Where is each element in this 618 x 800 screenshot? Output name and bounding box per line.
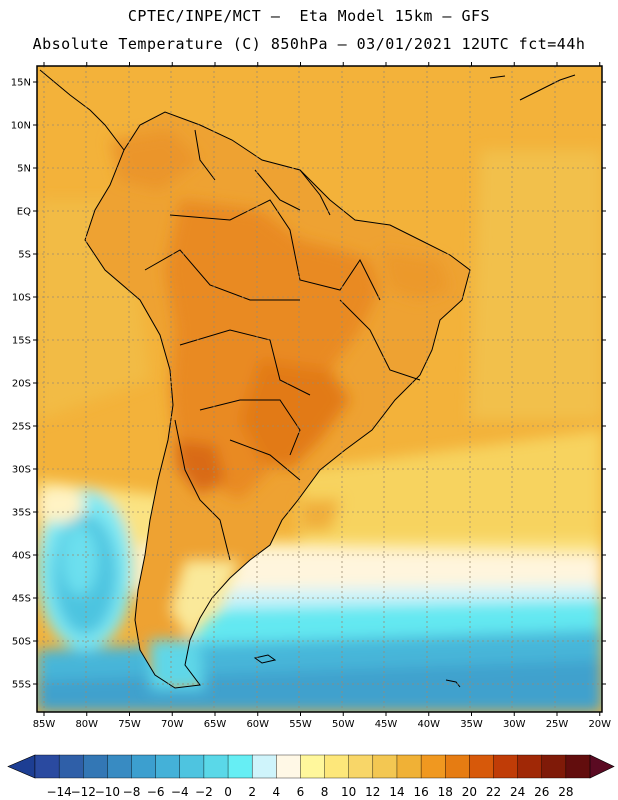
- colorbar-swatch: [276, 754, 301, 779]
- lat-label: 10N: [11, 121, 31, 132]
- colorbar-swatch: [372, 754, 398, 779]
- colorbar-label: 12: [365, 785, 380, 799]
- lon-label: 30W: [503, 719, 526, 730]
- lat-label: 55S: [12, 680, 31, 691]
- colorbar: [7, 754, 615, 779]
- lat-label: 35S: [12, 508, 31, 519]
- lat-label: 30S: [12, 465, 31, 476]
- colorbar-swatch: [348, 754, 374, 779]
- colorbar-label: 24: [510, 785, 525, 799]
- colorbar-swatch: [179, 754, 205, 779]
- lon-label: 20W: [588, 719, 611, 730]
- colorbar-swatch: [155, 754, 181, 779]
- lon-label: 35W: [460, 719, 483, 730]
- lat-label: EQ: [17, 207, 31, 218]
- colorbar-label: 26: [534, 785, 549, 799]
- colorbar-label: −4: [171, 785, 189, 799]
- lon-label: 70W: [161, 719, 184, 730]
- colorbar-swatch: [565, 754, 591, 779]
- colorbar-swatch: [107, 754, 132, 779]
- lon-label: 80W: [75, 719, 98, 730]
- colorbar-swatch: [493, 754, 519, 779]
- lat-label: 15N: [11, 78, 31, 89]
- colorbar-swatch: [227, 754, 253, 779]
- colorbar-label: 10: [341, 785, 356, 799]
- colorbar-label: −10: [95, 785, 120, 799]
- colorbar-swatch: [58, 754, 84, 779]
- colorbar-label: −2: [195, 785, 213, 799]
- colorbar-swatch: [34, 754, 60, 779]
- colorbar-label: 4: [272, 785, 280, 799]
- colorbar-label: −14: [46, 785, 71, 799]
- lat-label: 5S: [18, 250, 31, 261]
- colorbar-swatch: [203, 754, 229, 779]
- colorbar-swatch: [324, 754, 350, 779]
- colorbar-swatch: [517, 754, 543, 779]
- colorbar-label: 18: [438, 785, 453, 799]
- colorbar-label: 16: [413, 785, 428, 799]
- lon-label: 55W: [289, 719, 312, 730]
- colorbar-swatch: [131, 754, 157, 779]
- map-frame: [36, 65, 603, 713]
- lat-label: 50S: [12, 637, 31, 648]
- lon-label: 45W: [375, 719, 398, 730]
- lat-label: 40S: [12, 551, 31, 562]
- lat-label: 10S: [12, 293, 31, 304]
- colorbar-label: −12: [71, 785, 96, 799]
- lat-label: 15S: [12, 336, 31, 347]
- lon-label: 25W: [546, 719, 569, 730]
- lon-label: 50W: [332, 719, 355, 730]
- colorbar-label: 8: [321, 785, 329, 799]
- colorbar-label: 28: [558, 785, 573, 799]
- colorbar-right-arrow: [589, 754, 615, 779]
- colorbar-label: −6: [147, 785, 165, 799]
- lon-label: 75W: [118, 719, 141, 730]
- colorbar-label: 22: [486, 785, 501, 799]
- colorbar-swatch: [445, 754, 470, 779]
- colorbar-label: 14: [389, 785, 404, 799]
- title-line-2: Absolute Temperature (C) 850hPa – 03/01/…: [32, 35, 586, 53]
- lon-label: 85W: [33, 719, 56, 730]
- colorbar-label: 6: [297, 785, 305, 799]
- lon-label: 65W: [204, 719, 227, 730]
- lat-label: 45S: [12, 594, 31, 605]
- colorbar-labels: −14−12−10 −8 −6 −4 −2 0 2 4 6 8 10 12 14 16 18 20 22 24 26…: [46, 785, 573, 799]
- lon-label: 60W: [246, 719, 269, 730]
- colorbar-swatch: [83, 754, 108, 779]
- lat-label: 20S: [12, 379, 31, 390]
- colorbar-swatch: [541, 754, 567, 779]
- lat-label: 5N: [17, 164, 31, 175]
- colorbar-label: −8: [123, 785, 141, 799]
- colorbar-left-arrow: [7, 754, 36, 779]
- colorbar-label: 2: [248, 785, 256, 799]
- colorbar-label: 20: [462, 785, 477, 799]
- temperature-field: [37, 66, 602, 712]
- graticule: [37, 66, 602, 712]
- lon-label: 40W: [417, 719, 440, 730]
- colorbar-label: 0: [224, 785, 232, 799]
- colorbar-swatch: [300, 754, 325, 779]
- colorbar-swatch: [420, 754, 446, 779]
- title-line-1: CPTEC/INPE/MCT – Eta Model 15km – GFS: [127, 7, 491, 25]
- colorbar-swatch: [469, 754, 494, 779]
- colorbar-swatch: [396, 754, 422, 779]
- colorbar-swatch: [251, 754, 277, 779]
- lat-label: 25S: [12, 422, 31, 433]
- coastline-and-borders: [39, 69, 471, 689]
